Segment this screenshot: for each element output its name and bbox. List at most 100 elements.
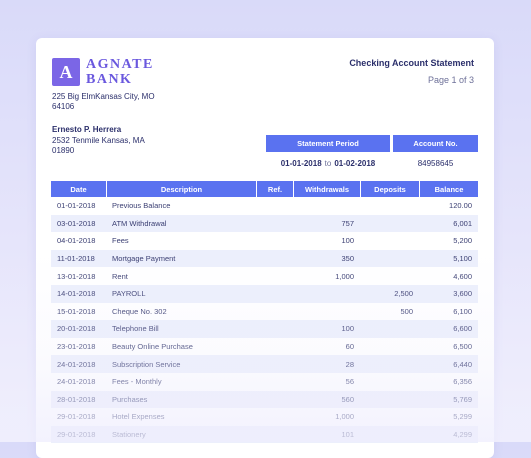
cell-ref: [256, 267, 293, 285]
cell-description: Rent: [112, 271, 128, 281]
col-header-date: Date: [51, 181, 106, 197]
cell-description: Fees - Monthly: [112, 377, 162, 387]
table-row: 13-01-2018 Rent 1,000 4,600: [51, 267, 478, 285]
transactions-table: Date Description Ref. Withdrawals Deposi…: [51, 181, 478, 444]
cell-ref: [256, 197, 293, 215]
bank-address: 225 Big ElmKansas City, MO 64106: [52, 92, 155, 111]
statement-title: Checking Account Statement: [349, 58, 474, 68]
cell-description: Hotel Expenses: [112, 412, 165, 422]
customer-name: Ernesto P. Herrera: [52, 125, 122, 134]
page-indicator: Page 1 of 3: [427, 75, 474, 85]
cell-ref: [256, 249, 293, 268]
table-row: 28-01-2018 Purchases 560 5,769: [51, 390, 478, 409]
cell-ref: [256, 355, 293, 373]
cell-description: Subscription Service: [106, 355, 256, 373]
cell-deposit: [360, 249, 419, 268]
cell-deposit: [360, 214, 419, 233]
table-row: 14-01-2018 PAYROLL 2,500 3,600: [51, 284, 478, 303]
col-header-withdrawals: Withdrawals: [293, 181, 360, 197]
period-end: 01-02-2018: [334, 158, 376, 168]
cell-date: 29-01-2018: [51, 425, 106, 444]
cell-date: 15-01-2018: [57, 306, 96, 316]
table-row: 15-01-2018 Cheque No. 302 500 6,100: [51, 303, 478, 321]
cell-description: PAYROLL: [106, 284, 256, 303]
cell-balance: 4,600: [453, 271, 472, 281]
statement-period-value: 01-01-2018 to 01-02-2018: [266, 155, 390, 171]
cell-withdrawal: [293, 197, 360, 215]
cell-balance: 4,299: [419, 425, 478, 444]
cell-deposit: [360, 338, 419, 356]
period-start: 01-01-2018: [280, 158, 322, 168]
cell-withdrawal: 350: [293, 249, 360, 268]
cell-ref: [256, 390, 293, 409]
cell-withdrawal: 56: [345, 377, 354, 387]
cell-date: 29-01-2018: [57, 412, 96, 422]
cell-withdrawal: [293, 303, 360, 321]
cell-withdrawal: 100: [341, 236, 354, 246]
cell-ref: [256, 425, 293, 444]
cell-balance: 5,299: [453, 412, 472, 422]
cell-date: 13-01-2018: [57, 271, 96, 281]
cell-balance: 6,440: [419, 355, 478, 373]
col-header-balance: Balance: [419, 181, 478, 197]
bank-logo: A: [52, 58, 80, 86]
cell-balance: 3,600: [419, 284, 478, 303]
cell-ref: [256, 232, 293, 250]
cell-deposit: [360, 408, 419, 426]
cell-balance: 6,100: [453, 306, 472, 316]
cell-balance: 6,500: [453, 342, 472, 352]
table-row: 29-01-2018 Hotel Expenses 1,000 5,299: [51, 408, 478, 426]
cell-deposit: [360, 390, 419, 409]
cell-date: 23-01-2018: [57, 342, 96, 352]
col-header-deposits: Deposits: [360, 181, 419, 197]
cell-withdrawal: 60: [345, 342, 354, 352]
cell-date: 03-01-2018: [51, 214, 106, 233]
cell-deposit: [360, 425, 419, 444]
cell-deposit: [360, 197, 419, 215]
cell-balance: 6,600: [419, 320, 478, 338]
cell-ref: [256, 373, 293, 391]
cell-date: 11-01-2018: [51, 249, 106, 268]
customer-address: 2532 Tenmile Kansas, MA 01890: [52, 136, 145, 155]
col-header-ref: Ref.: [256, 181, 293, 197]
cell-deposit: [360, 267, 419, 285]
cell-deposit: [360, 320, 419, 338]
cell-withdrawal: 560: [293, 390, 360, 409]
cell-ref: [256, 214, 293, 233]
cell-deposit: [360, 355, 419, 373]
cell-deposit: [360, 373, 419, 391]
cell-date: 24-01-2018: [57, 377, 96, 387]
col-header-description: Description: [106, 181, 256, 197]
cell-withdrawal: 28: [293, 355, 360, 373]
cell-ref: [256, 303, 293, 321]
cell-withdrawal: 100: [293, 320, 360, 338]
cell-deposit: 2,500: [360, 284, 419, 303]
cell-balance: 5,200: [453, 236, 472, 246]
cell-balance: 6,001: [419, 214, 478, 233]
cell-balance: 5,100: [419, 249, 478, 268]
cell-description: Beauty Online Purchase: [112, 342, 193, 352]
transactions-body: 01-01-2018 Previous Balance 120.00 03-01-20…: [51, 197, 478, 444]
cell-balance: 6,356: [453, 377, 472, 387]
cell-withdrawal: 1,000: [335, 412, 354, 422]
table-row: 23-01-2018 Beauty Online Purchase 60 6,500: [51, 338, 478, 356]
table-row: 29-01-2018 Stationery 101 4,299: [51, 425, 478, 444]
cell-withdrawal: 101: [293, 425, 360, 444]
period-to: to: [324, 158, 332, 168]
cell-withdrawal: 757: [293, 214, 360, 233]
cell-date: 20-01-2018: [51, 320, 106, 338]
cell-balance: 5,769: [419, 390, 478, 409]
cell-deposit: [360, 232, 419, 250]
cell-date: 04-01-2018: [57, 236, 96, 246]
table-row: 03-01-2018 ATM Withdrawal 757 6,001: [51, 214, 478, 233]
cell-date: 14-01-2018: [51, 284, 106, 303]
cell-date: 24-01-2018: [51, 355, 106, 373]
cell-ref: [256, 338, 293, 356]
statement-document: A AGNATE BANK 225 Big ElmKansas City, MO…: [36, 38, 494, 458]
cell-description: Purchases: [106, 390, 256, 409]
cell-description: Cheque No. 302: [112, 306, 167, 316]
cell-ref: [256, 320, 293, 338]
cell-ref: [256, 408, 293, 426]
cell-ref: [256, 284, 293, 303]
cell-date: 28-01-2018: [51, 390, 106, 409]
